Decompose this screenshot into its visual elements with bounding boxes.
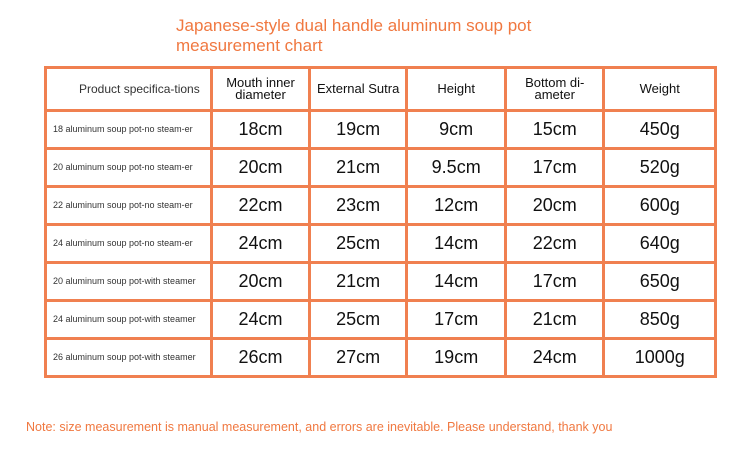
table-cell: 17cm xyxy=(503,147,606,188)
header-row: Product specifica-tions Mouth inner diame… xyxy=(43,66,717,112)
chart-title: Japanese-style dual handle aluminum soup… xyxy=(176,16,532,55)
table-cell: 14cm xyxy=(405,261,507,302)
table-row: 20 aluminum soup pot-with steamer 20cm 21c… xyxy=(43,261,717,302)
table-cell: 9cm xyxy=(405,109,507,150)
table-cell: 650g xyxy=(602,261,717,302)
table-cell: 20cm xyxy=(210,147,311,188)
column-header: Bottom di-ameter xyxy=(503,66,606,112)
column-header: External Sutra xyxy=(307,66,409,112)
table-cell: 22 aluminum soup pot-no steam-er xyxy=(43,185,214,226)
table-row: 26 aluminum soup pot-with steamer 26cm 27c… xyxy=(43,337,717,378)
table-cell: 19cm xyxy=(307,109,409,150)
table-cell: 22cm xyxy=(503,223,606,264)
table-cell: 15cm xyxy=(503,109,606,150)
table-cell: 24 aluminum soup pot-with steamer xyxy=(43,299,214,340)
table-cell: 600g xyxy=(602,185,717,226)
column-header: Height xyxy=(405,66,507,112)
measurement-table: Product specifica-tions Mouth inner diame… xyxy=(43,66,717,378)
table-cell: 850g xyxy=(602,299,717,340)
table-row: 18 aluminum soup pot-no steam-er 18cm 19cm… xyxy=(43,109,717,150)
table-cell: 640g xyxy=(602,223,717,264)
table-cell: 9.5cm xyxy=(405,147,507,188)
table-cell: 25cm xyxy=(307,299,409,340)
table-cell: 26cm xyxy=(210,337,311,378)
table-cell: 12cm xyxy=(405,185,507,226)
table-cell: 18 aluminum soup pot-no steam-er xyxy=(43,109,214,150)
table-cell: 21cm xyxy=(307,261,409,302)
table-cell: 24 aluminum soup pot-no steam-er xyxy=(43,223,214,264)
table-cell: 21cm xyxy=(307,147,409,188)
table-cell: 24cm xyxy=(210,299,311,340)
table-cell: 20cm xyxy=(503,185,606,226)
table-cell: 17cm xyxy=(405,299,507,340)
table-cell: 20cm xyxy=(210,261,311,302)
table-cell: 18cm xyxy=(210,109,311,150)
table-cell: 25cm xyxy=(307,223,409,264)
note-text: Note: size measurement is manual measure… xyxy=(26,420,613,434)
table-cell: 520g xyxy=(602,147,717,188)
table-row: 24 aluminum soup pot-no steam-er 24cm 25cm… xyxy=(43,223,717,264)
table-cell: 21cm xyxy=(503,299,606,340)
column-header: Product specifica-tions xyxy=(43,66,214,112)
column-header: Weight xyxy=(602,66,717,112)
table-cell: 14cm xyxy=(405,223,507,264)
table-cell: 24cm xyxy=(503,337,606,378)
table-cell: 19cm xyxy=(405,337,507,378)
table-cell: 26 aluminum soup pot-with steamer xyxy=(43,337,214,378)
table-row: 22 aluminum soup pot-no steam-er 22cm 23cm… xyxy=(43,185,717,226)
table-cell: 27cm xyxy=(307,337,409,378)
table-cell: 450g xyxy=(602,109,717,150)
table-cell: 20 aluminum soup pot-no steam-er xyxy=(43,147,214,188)
table-cell: 23cm xyxy=(307,185,409,226)
table-cell: 1000g xyxy=(602,337,717,378)
column-header: Mouth inner diameter xyxy=(210,66,311,112)
table-cell: 17cm xyxy=(503,261,606,302)
table-cell: 22cm xyxy=(210,185,311,226)
table-row: 20 aluminum soup pot-no steam-er 20cm 21cm… xyxy=(43,147,717,188)
table-row: 24 aluminum soup pot-with steamer 24cm 25c… xyxy=(43,299,717,340)
table-cell: 24cm xyxy=(210,223,311,264)
table-cell: 20 aluminum soup pot-with steamer xyxy=(43,261,214,302)
